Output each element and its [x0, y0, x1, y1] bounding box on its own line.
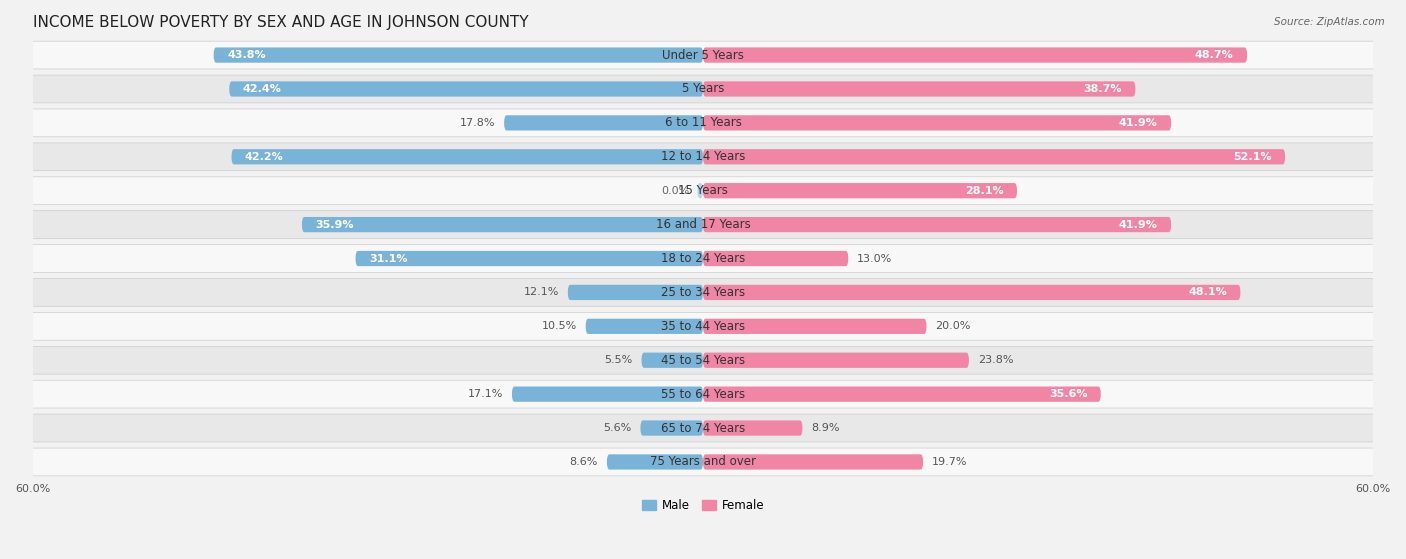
Text: 13.0%: 13.0%	[858, 254, 893, 263]
FancyBboxPatch shape	[229, 82, 703, 97]
FancyBboxPatch shape	[703, 217, 1171, 232]
FancyBboxPatch shape	[703, 48, 1247, 63]
FancyBboxPatch shape	[15, 414, 1391, 442]
Text: 31.1%: 31.1%	[368, 254, 408, 263]
Text: 16 and 17 Years: 16 and 17 Years	[655, 218, 751, 231]
FancyBboxPatch shape	[356, 251, 703, 266]
Text: Source: ZipAtlas.com: Source: ZipAtlas.com	[1274, 17, 1385, 27]
FancyBboxPatch shape	[703, 420, 803, 435]
FancyBboxPatch shape	[15, 211, 1391, 239]
Text: 12.1%: 12.1%	[523, 287, 558, 297]
FancyBboxPatch shape	[15, 109, 1391, 137]
Text: 35.6%: 35.6%	[1049, 389, 1087, 399]
Text: 35.9%: 35.9%	[315, 220, 354, 230]
Text: Under 5 Years: Under 5 Years	[662, 49, 744, 61]
FancyBboxPatch shape	[302, 217, 703, 232]
FancyBboxPatch shape	[703, 183, 1017, 198]
Text: INCOME BELOW POVERTY BY SEX AND AGE IN JOHNSON COUNTY: INCOME BELOW POVERTY BY SEX AND AGE IN J…	[32, 15, 529, 30]
Text: 5 Years: 5 Years	[682, 83, 724, 96]
Text: 15 Years: 15 Years	[678, 184, 728, 197]
Text: 55 to 64 Years: 55 to 64 Years	[661, 387, 745, 401]
Text: 23.8%: 23.8%	[977, 355, 1014, 365]
FancyBboxPatch shape	[15, 380, 1391, 408]
FancyBboxPatch shape	[703, 115, 1171, 130]
Text: 45 to 54 Years: 45 to 54 Years	[661, 354, 745, 367]
Text: 20.0%: 20.0%	[935, 321, 970, 331]
Text: 12 to 14 Years: 12 to 14 Years	[661, 150, 745, 163]
Text: 8.9%: 8.9%	[811, 423, 839, 433]
FancyBboxPatch shape	[15, 448, 1391, 476]
Text: 5.5%: 5.5%	[605, 355, 633, 365]
FancyBboxPatch shape	[15, 347, 1391, 374]
FancyBboxPatch shape	[15, 75, 1391, 103]
FancyBboxPatch shape	[641, 353, 703, 368]
FancyBboxPatch shape	[640, 420, 703, 435]
FancyBboxPatch shape	[703, 454, 924, 470]
FancyBboxPatch shape	[15, 143, 1391, 170]
FancyBboxPatch shape	[703, 251, 848, 266]
Text: 10.5%: 10.5%	[541, 321, 576, 331]
Text: 42.2%: 42.2%	[245, 152, 284, 162]
Text: 52.1%: 52.1%	[1233, 152, 1271, 162]
Text: 41.9%: 41.9%	[1119, 220, 1157, 230]
Text: 17.1%: 17.1%	[468, 389, 503, 399]
Text: 75 Years and over: 75 Years and over	[650, 456, 756, 468]
Text: 6 to 11 Years: 6 to 11 Years	[665, 116, 741, 129]
Text: 28.1%: 28.1%	[965, 186, 1004, 196]
FancyBboxPatch shape	[703, 149, 1285, 164]
Text: 0.0%: 0.0%	[661, 186, 689, 196]
FancyBboxPatch shape	[512, 386, 703, 402]
Text: 5.6%: 5.6%	[603, 423, 631, 433]
FancyBboxPatch shape	[586, 319, 703, 334]
FancyBboxPatch shape	[703, 319, 927, 334]
Text: 18 to 24 Years: 18 to 24 Years	[661, 252, 745, 265]
FancyBboxPatch shape	[232, 149, 703, 164]
FancyBboxPatch shape	[15, 177, 1391, 205]
FancyBboxPatch shape	[15, 278, 1391, 306]
Text: 25 to 34 Years: 25 to 34 Years	[661, 286, 745, 299]
FancyBboxPatch shape	[15, 41, 1391, 69]
Text: 17.8%: 17.8%	[460, 118, 495, 128]
FancyBboxPatch shape	[607, 454, 703, 470]
Text: 65 to 74 Years: 65 to 74 Years	[661, 421, 745, 434]
Legend: Male, Female: Male, Female	[637, 495, 769, 517]
FancyBboxPatch shape	[703, 353, 969, 368]
FancyBboxPatch shape	[15, 245, 1391, 272]
Text: 35 to 44 Years: 35 to 44 Years	[661, 320, 745, 333]
Text: 8.6%: 8.6%	[569, 457, 598, 467]
Text: 41.9%: 41.9%	[1119, 118, 1157, 128]
FancyBboxPatch shape	[703, 285, 1240, 300]
FancyBboxPatch shape	[697, 183, 703, 198]
FancyBboxPatch shape	[703, 82, 1136, 97]
FancyBboxPatch shape	[214, 48, 703, 63]
Text: 42.4%: 42.4%	[243, 84, 281, 94]
Text: 38.7%: 38.7%	[1084, 84, 1122, 94]
Text: 43.8%: 43.8%	[226, 50, 266, 60]
FancyBboxPatch shape	[505, 115, 703, 130]
Text: 19.7%: 19.7%	[932, 457, 967, 467]
FancyBboxPatch shape	[15, 312, 1391, 340]
Text: 48.1%: 48.1%	[1188, 287, 1227, 297]
FancyBboxPatch shape	[703, 386, 1101, 402]
Text: 48.7%: 48.7%	[1195, 50, 1233, 60]
FancyBboxPatch shape	[568, 285, 703, 300]
